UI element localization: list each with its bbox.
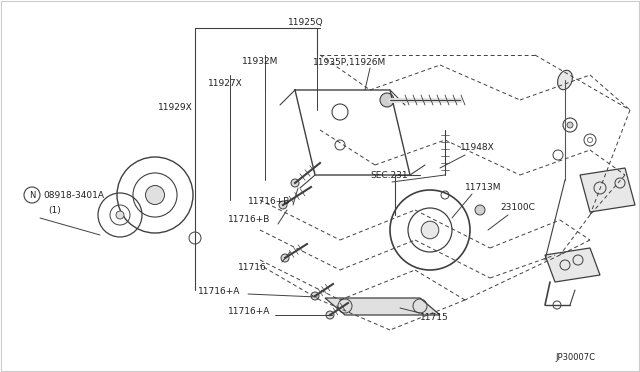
Text: 11715: 11715 <box>420 314 449 323</box>
Polygon shape <box>325 298 440 315</box>
Text: 11716+B: 11716+B <box>248 198 291 206</box>
Text: JP30007C: JP30007C <box>555 353 595 362</box>
Polygon shape <box>545 248 600 282</box>
Text: 11716+B: 11716+B <box>228 215 270 224</box>
Circle shape <box>145 186 164 205</box>
Polygon shape <box>580 168 635 212</box>
Circle shape <box>291 179 299 187</box>
Ellipse shape <box>557 70 572 90</box>
Text: 11935P,11926M: 11935P,11926M <box>313 58 387 67</box>
Text: 11713M: 11713M <box>465 183 502 192</box>
Text: 11925Q: 11925Q <box>288 17 324 26</box>
Text: 11716+A: 11716+A <box>198 288 241 296</box>
Circle shape <box>279 201 287 209</box>
Circle shape <box>380 93 394 107</box>
Text: 23100C: 23100C <box>500 203 535 212</box>
Circle shape <box>116 211 124 219</box>
Circle shape <box>421 221 439 239</box>
Circle shape <box>326 311 334 319</box>
Text: 11948X: 11948X <box>460 144 495 153</box>
Text: 11929X: 11929X <box>158 103 193 112</box>
Text: 11932M: 11932M <box>242 58 278 67</box>
Text: 11716: 11716 <box>238 263 267 273</box>
Circle shape <box>567 122 573 128</box>
Circle shape <box>281 254 289 262</box>
Text: 11716+A: 11716+A <box>228 308 270 317</box>
Circle shape <box>475 205 485 215</box>
Text: (1): (1) <box>48 205 61 215</box>
Text: 08918-3401A: 08918-3401A <box>43 190 104 199</box>
Text: 11927X: 11927X <box>208 80 243 89</box>
Circle shape <box>311 292 319 300</box>
Text: N: N <box>29 190 35 199</box>
Text: SEC.231: SEC.231 <box>370 170 408 180</box>
